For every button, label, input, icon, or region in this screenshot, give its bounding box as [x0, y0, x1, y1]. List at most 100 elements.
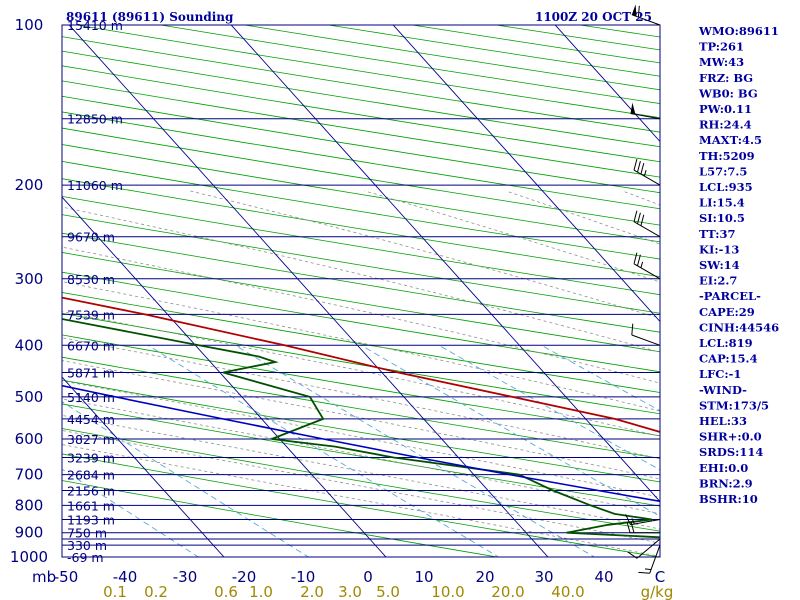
- wind-barb-half: [644, 568, 652, 571]
- index-item: L57:7.5: [699, 164, 747, 178]
- isobars: [62, 25, 660, 557]
- height-label: 6670 m: [67, 338, 115, 353]
- dry-adiabat: [62, 252, 660, 353]
- wind-barb-staff: [649, 544, 661, 574]
- pressure-tick-label: 300: [15, 270, 44, 288]
- index-item: -WIND-: [699, 383, 747, 397]
- index-item: TH:5209: [699, 149, 755, 163]
- temperature-tick-label: C: [655, 568, 665, 586]
- dry-adiabat: [62, 111, 660, 210]
- height-label: 1193 m: [67, 513, 115, 528]
- wind-barb: [631, 323, 661, 346]
- wind-barb-staff: [630, 519, 661, 526]
- moist-adiabat: [62, 380, 660, 498]
- dry-adiabat: [62, 195, 660, 296]
- axis-unit-label: mb: [32, 568, 56, 586]
- mixing-ratio-line: [62, 401, 310, 557]
- wind-barb-full: [633, 252, 638, 264]
- dry-adiabat: [62, 271, 660, 373]
- parcel-line: [62, 384, 660, 503]
- pressure-tick-label: 700: [15, 466, 44, 484]
- mixing-ratio-label: 40.0: [551, 583, 584, 600]
- wind-barb-full: [631, 323, 634, 336]
- moist-adiabat: [62, 398, 660, 515]
- dry-adiabat: [158, 25, 660, 104]
- temperature-tick-label: -40: [113, 568, 138, 586]
- height-label: 7539 m: [67, 307, 115, 322]
- wind-barb-full: [630, 521, 635, 533]
- index-item: BSHR:10: [699, 492, 758, 506]
- temperature-tick-label: 20: [475, 568, 494, 586]
- index-item: EHI:0.0: [699, 461, 748, 475]
- height-label: 330 m: [67, 538, 107, 553]
- pressure-tick-label: 400: [15, 336, 44, 354]
- dry-adiabat: [62, 127, 660, 226]
- dry-adiabat: [62, 379, 660, 483]
- wind-barb: [631, 4, 661, 26]
- height-label: 2156 m: [67, 484, 115, 499]
- wind-barb-staff: [633, 169, 661, 186]
- dry-adiabat: [62, 292, 660, 393]
- dry-adiabat: [62, 334, 660, 437]
- isotherm-line: [554, 25, 660, 143]
- mixing-ratio-label: 0.2: [144, 583, 168, 600]
- temperature-tick-label: -20: [232, 568, 257, 586]
- dry-adiabat: [62, 36, 660, 133]
- temperature-tick-label: 10: [414, 568, 433, 586]
- height-label: 2684 m: [67, 468, 115, 483]
- wind-barb-staff: [631, 14, 661, 26]
- index-item: SW:14: [699, 258, 740, 272]
- wind-barb: [625, 514, 661, 526]
- wind-barb-half: [640, 261, 644, 268]
- wind-barb-staff: [631, 334, 661, 346]
- moist-adiabats: [62, 190, 660, 557]
- temperature-tick-label: -50: [54, 568, 79, 586]
- temperature-tick-label: -10: [291, 568, 316, 586]
- index-item: LCL:935: [699, 180, 753, 194]
- wind-barb-flag: [631, 4, 637, 17]
- wind-barb-half: [631, 518, 635, 525]
- index-item: WB0: BG: [698, 86, 758, 100]
- mixing-ratio-label: 1.0: [249, 583, 273, 600]
- height-label: 5140 m: [67, 390, 115, 405]
- height-label: 3239 m: [67, 451, 115, 466]
- wind-barb-full: [637, 160, 641, 173]
- isotherms: [62, 25, 660, 557]
- index-item: STM:173/5: [699, 398, 769, 412]
- wind-barb: [638, 544, 661, 574]
- pressure-tick-label: 600: [15, 430, 44, 448]
- temperature-tick-label: 40: [594, 568, 613, 586]
- mixing-ratio-label: g/kg: [641, 583, 674, 600]
- temperature-tick-label: 0: [363, 568, 373, 586]
- mixing-ratio-line: [541, 344, 660, 412]
- height-label: 750 m: [67, 526, 107, 541]
- mixing-ratio-lines: [62, 344, 660, 557]
- temperature-line: [62, 296, 660, 433]
- pressure-tick-label: 200: [15, 176, 44, 194]
- wind-barbs: [625, 4, 661, 574]
- moist-adiabat: [62, 246, 660, 384]
- wind-barb-full: [637, 212, 641, 224]
- index-item: MAXT:4.5: [699, 133, 762, 147]
- wind-barb-full: [640, 214, 645, 226]
- index-item: SRDS:114: [699, 445, 763, 459]
- mixing-ratio-label: 5.0: [376, 583, 400, 600]
- moist-adiabat: [62, 311, 660, 437]
- index-item: CAP:15.4: [699, 352, 758, 366]
- chart-title: 89611 (89611) Sounding: [66, 10, 234, 24]
- wind-barb-full: [633, 210, 638, 222]
- mixing-ratio-label: 2.0: [300, 583, 324, 600]
- dry-adiabat: [62, 232, 660, 333]
- index-item: MW:43: [699, 55, 744, 69]
- moist-adiabat: [62, 206, 660, 353]
- wind-barb-flag: [630, 102, 636, 115]
- wind-barb-staff: [636, 538, 661, 559]
- wind-barb-full: [637, 254, 641, 266]
- temperature-tick-label: 30: [534, 568, 553, 586]
- index-item: HEL:33: [699, 414, 747, 428]
- mixing-ratio-label: 20.0: [491, 583, 524, 600]
- dry-adiabat: [62, 65, 660, 163]
- dry-adiabats: [62, 25, 660, 557]
- index-item: FRZ: BG: [699, 71, 753, 85]
